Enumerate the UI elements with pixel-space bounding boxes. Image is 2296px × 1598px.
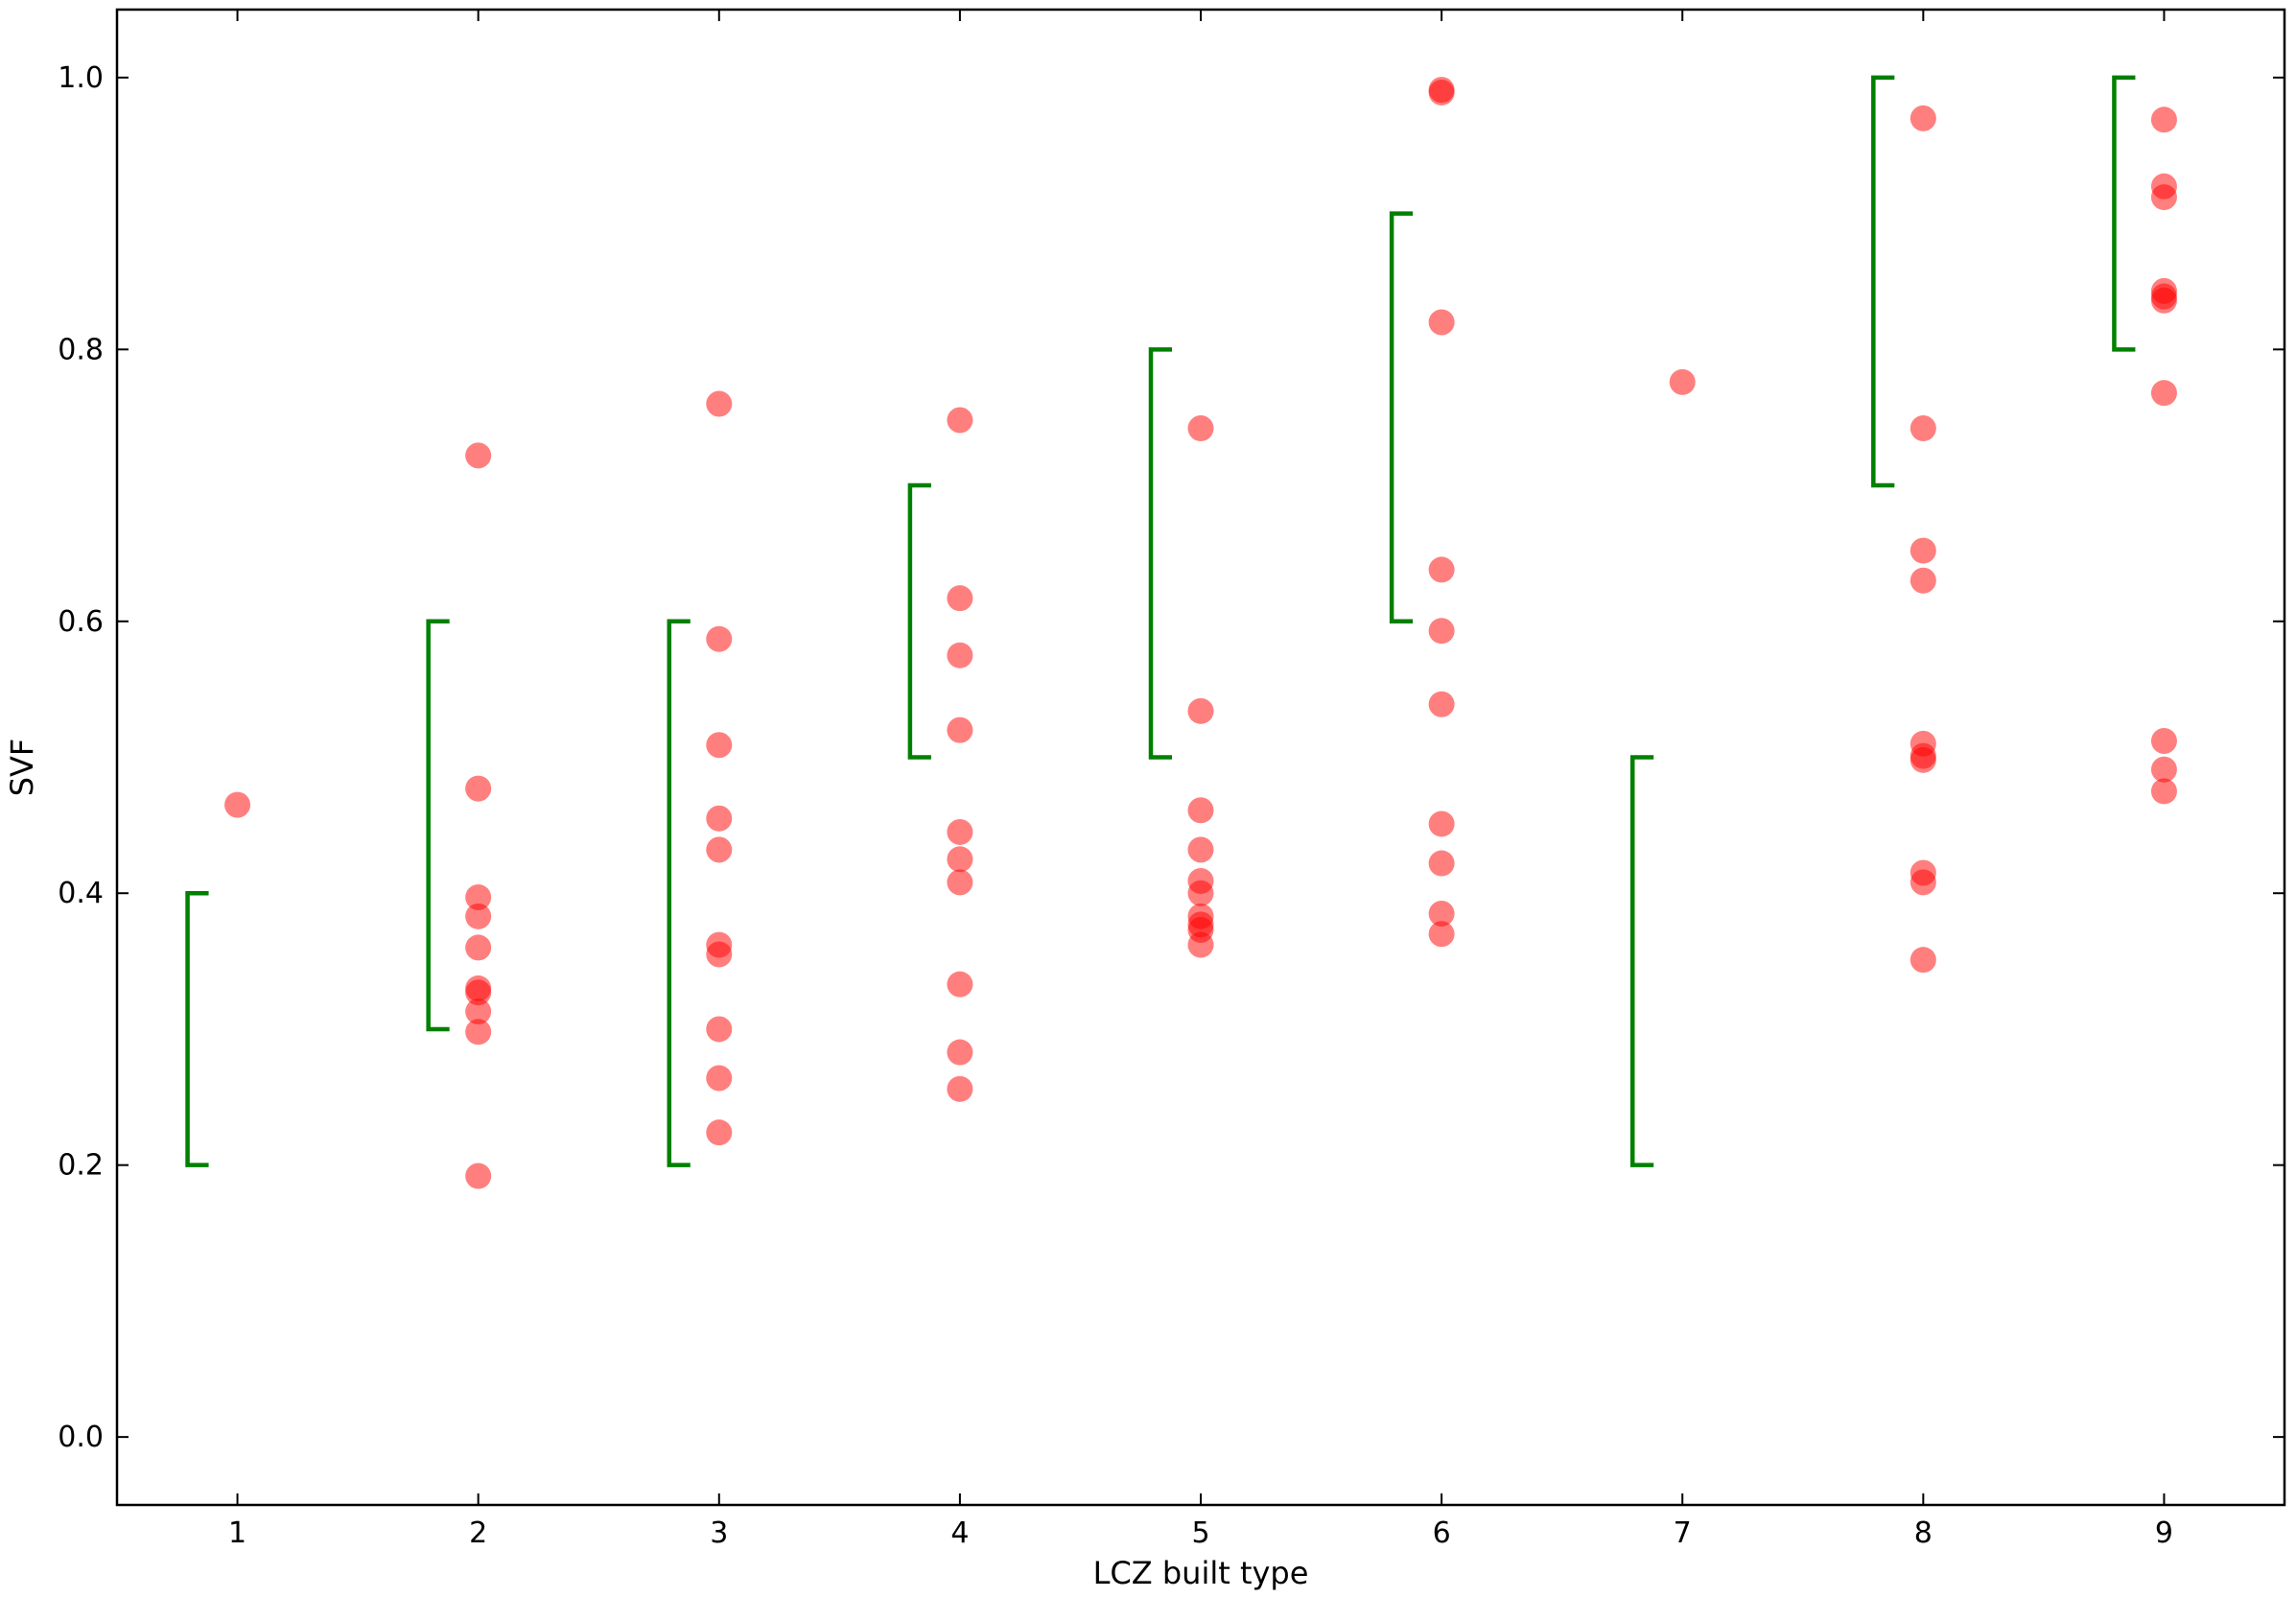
data-point xyxy=(1909,537,1936,564)
data-point xyxy=(1909,746,1936,773)
data-point xyxy=(947,1039,973,1066)
data-point xyxy=(706,625,733,652)
y-tick-label: 0.2 xyxy=(58,1149,104,1183)
data-point xyxy=(1187,415,1214,442)
data-point xyxy=(465,999,492,1025)
x-tick-label: 6 xyxy=(1433,1516,1451,1550)
range-bracket xyxy=(667,619,691,1167)
data-point xyxy=(706,390,733,417)
y-tick-label: 0.0 xyxy=(58,1421,104,1454)
data-point xyxy=(1669,368,1696,395)
data-point xyxy=(1909,415,1936,442)
x-tick-label: 2 xyxy=(469,1516,487,1550)
data-point xyxy=(2150,380,2177,407)
data-point xyxy=(2150,106,2177,133)
axes: 1 2 3 4 5 6 7 8 9 0.0 0.2 0.4 0.6 0.8 1.0 xyxy=(58,8,2286,1550)
range-bracket xyxy=(185,890,209,1167)
data-point xyxy=(1909,105,1936,131)
data-point xyxy=(1909,947,1936,974)
data-point xyxy=(1428,921,1455,948)
data-point xyxy=(947,971,973,998)
data-point xyxy=(2150,727,2177,754)
y-tick-label: 1.0 xyxy=(58,61,104,95)
data-point xyxy=(465,775,492,802)
data-point xyxy=(465,883,492,910)
range-bracket xyxy=(1389,211,1414,624)
data-point xyxy=(947,869,973,896)
x-tick-label: 8 xyxy=(1914,1516,1933,1550)
data-point xyxy=(1428,811,1455,837)
x-tick-label: 4 xyxy=(950,1516,969,1550)
range-bracket xyxy=(907,482,931,760)
y-tick-label: 0.8 xyxy=(58,333,104,366)
data-point xyxy=(2150,778,2177,805)
data-point xyxy=(1909,869,1936,896)
data-point xyxy=(1428,309,1455,336)
data-point xyxy=(2150,184,2177,211)
data-point xyxy=(1428,850,1455,877)
data-point xyxy=(465,442,492,469)
data-point xyxy=(1187,697,1214,724)
range-brackets xyxy=(185,75,2136,1167)
range-bracket xyxy=(1148,347,1172,760)
y-axis-label: SVF xyxy=(4,739,40,797)
data-point xyxy=(1428,618,1455,645)
data-points xyxy=(224,77,2177,1189)
data-point xyxy=(947,717,973,743)
x-tick-label: 5 xyxy=(1191,1516,1209,1550)
data-point xyxy=(224,791,251,818)
data-point xyxy=(1428,79,1455,106)
data-point xyxy=(706,941,733,968)
data-point xyxy=(947,642,973,669)
data-point xyxy=(2150,756,2177,783)
data-point xyxy=(947,1075,973,1102)
range-bracket xyxy=(2112,75,2136,352)
data-point xyxy=(1187,880,1214,906)
data-point xyxy=(1428,900,1455,927)
data-point xyxy=(465,1019,492,1046)
range-bracket xyxy=(1629,755,1654,1167)
data-point xyxy=(2150,287,2177,314)
range-bracket xyxy=(1871,75,1895,488)
x-tick-label: 7 xyxy=(1674,1516,1692,1550)
data-point xyxy=(706,1016,733,1043)
data-point xyxy=(1909,567,1936,594)
x-tick-label: 9 xyxy=(2155,1516,2173,1550)
x-tick-label: 1 xyxy=(228,1516,246,1550)
data-point xyxy=(706,805,733,832)
data-point xyxy=(706,732,733,759)
data-point xyxy=(465,1163,492,1189)
data-point xyxy=(947,818,973,845)
range-bracket xyxy=(426,619,450,1032)
data-point xyxy=(1428,556,1455,583)
data-point xyxy=(706,1065,733,1092)
y-tick-label: 0.4 xyxy=(58,877,104,910)
y-tick-label: 0.6 xyxy=(58,605,104,639)
x-axis-label: LCZ built type xyxy=(1093,1555,1309,1591)
data-point xyxy=(1187,931,1214,958)
data-point xyxy=(947,585,973,612)
data-point xyxy=(706,1119,733,1146)
data-point xyxy=(706,836,733,863)
x-tick-label: 3 xyxy=(710,1516,728,1550)
data-point xyxy=(1187,797,1214,824)
data-point xyxy=(1187,836,1214,863)
data-point xyxy=(465,934,492,961)
data-point xyxy=(465,979,492,1006)
data-point xyxy=(947,846,973,873)
data-point xyxy=(465,903,492,929)
data-point xyxy=(1428,691,1455,717)
data-point xyxy=(947,407,973,434)
